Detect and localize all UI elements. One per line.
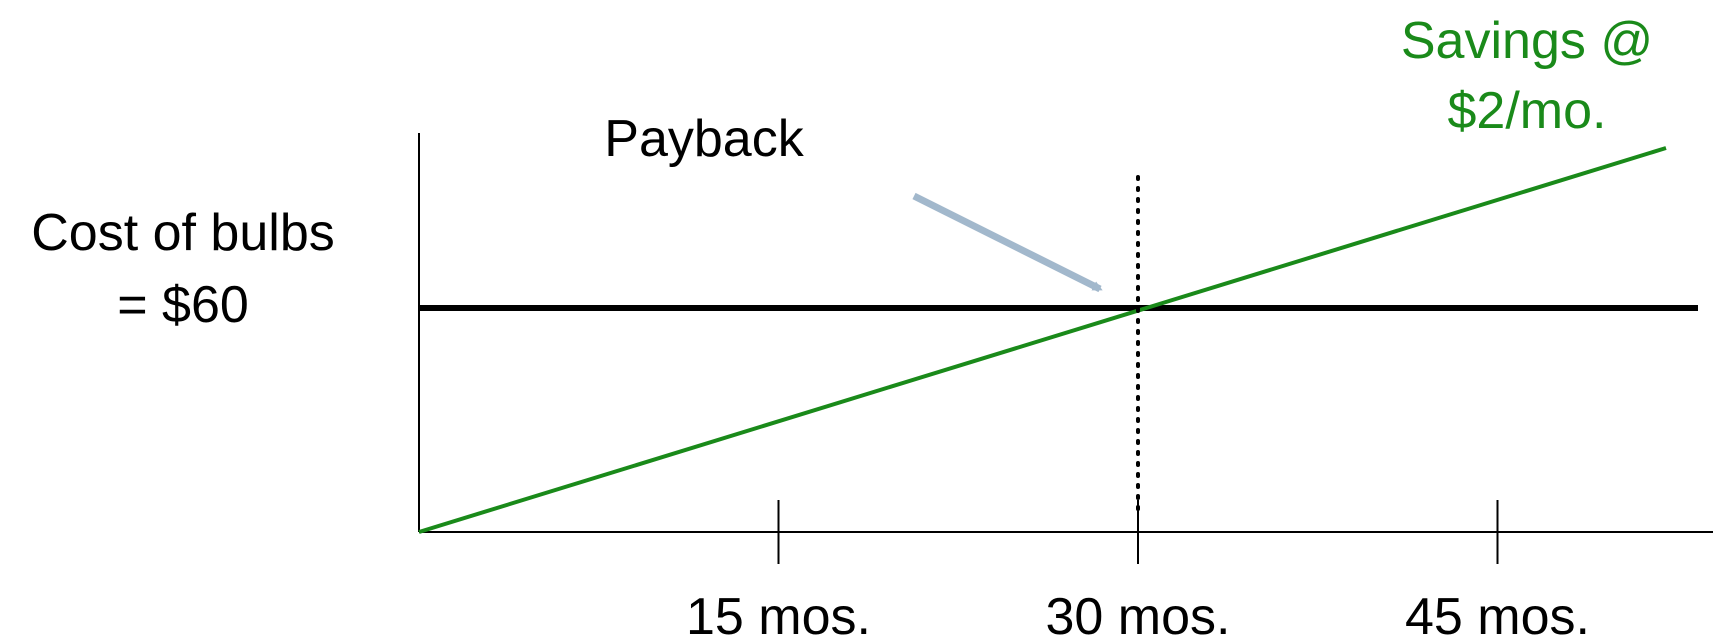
x-tick-label-15: 15 mos. — [686, 588, 871, 641]
x-tick-labels: 15 mos. 30 mos. 45 mos. — [686, 588, 1590, 641]
x-tick-label-45: 45 mos. — [1405, 588, 1590, 641]
payback-label: Payback — [604, 110, 804, 168]
savings-label-line-1: Savings @ — [1401, 12, 1653, 70]
ylabel-line-2: = $60 — [117, 276, 249, 334]
payback-arrow — [912, 192, 1103, 293]
savings-label-line-2: $2/mo. — [1448, 82, 1607, 140]
ylabel-line-1: Cost of bulbs — [31, 204, 335, 262]
x-tick-label-30: 30 mos. — [1046, 588, 1231, 641]
savings-line — [418, 146, 1667, 534]
